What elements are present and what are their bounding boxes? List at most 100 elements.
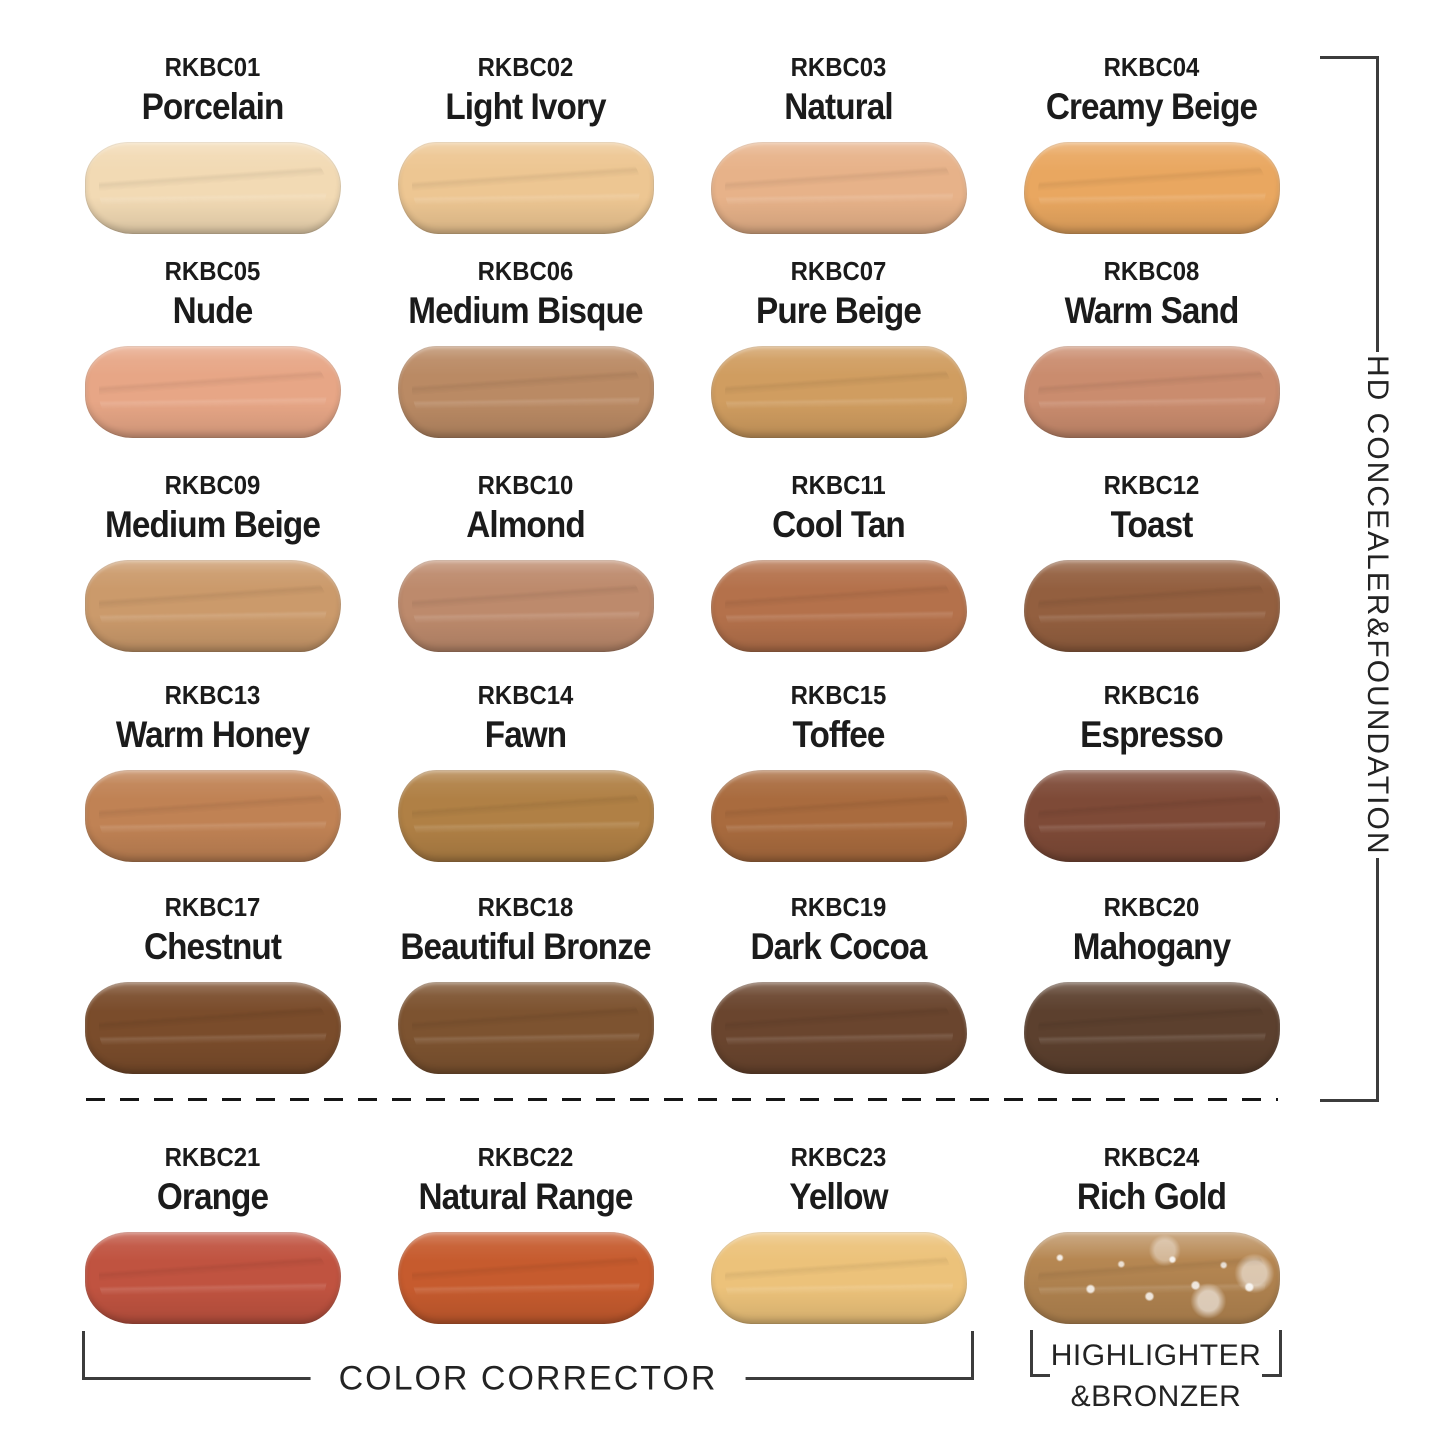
shade-code: RKBC08 <box>1103 256 1200 286</box>
shade-name: Fawn <box>484 714 567 755</box>
shade-cell: RKBC16 Espresso <box>995 680 1308 862</box>
color-corrector-bracket: COLOR CORRECTOR <box>82 1331 974 1399</box>
shade-code: RKBC06 <box>477 256 574 286</box>
shade-cell: RKBC23 Yellow <box>682 1142 995 1324</box>
shade-cell: RKBC17 Chestnut <box>56 892 369 1074</box>
shade-swatch <box>710 346 967 438</box>
shade-cell: RKBC11 Cool Tan <box>682 470 995 652</box>
shade-cell: RKBC18 Beautiful Bronze <box>369 892 682 1074</box>
shade-swatch <box>710 142 967 234</box>
shade-swatch <box>397 346 654 438</box>
shade-swatch <box>1023 1232 1280 1324</box>
shade-name: Nude <box>172 290 254 331</box>
shade-cell: RKBC05 Nude <box>56 256 369 438</box>
shade-name: Medium Bisque <box>408 290 643 331</box>
shade-name: Warm Honey <box>115 714 310 755</box>
shade-cell: RKBC21 Orange <box>56 1142 369 1324</box>
shade-cell: RKBC08 Warm Sand <box>995 256 1308 438</box>
shade-code: RKBC24 <box>1103 1142 1200 1172</box>
shade-row: RKBC09 Medium Beige RKBC10 Almond RKBC11… <box>56 470 1308 652</box>
shade-row: RKBC13 Warm Honey RKBC14 Fawn RKBC15 Tof… <box>56 680 1308 862</box>
shade-code: RKBC11 <box>791 470 886 500</box>
shade-code: RKBC22 <box>477 1142 574 1172</box>
shade-code: RKBC05 <box>164 256 261 286</box>
shade-name: Beautiful Bronze <box>400 926 651 967</box>
shade-code: RKBC02 <box>477 52 574 82</box>
shade-cell: RKBC20 Mahogany <box>995 892 1308 1074</box>
shade-name: Toast <box>1110 504 1194 545</box>
shade-swatch <box>84 982 341 1074</box>
shade-row: RKBC05 Nude RKBC06 Medium Bisque RKBC07 … <box>56 256 1308 438</box>
shade-cell: RKBC12 Toast <box>995 470 1308 652</box>
shade-name: Light Ivory <box>445 86 606 127</box>
shade-name: Pure Beige <box>756 290 922 331</box>
shade-code: RKBC07 <box>790 256 887 286</box>
shade-swatch <box>397 560 654 652</box>
shade-name: Orange <box>156 1176 269 1217</box>
side-bracket-label: HD CONCEALER&FOUNDATION <box>1348 352 1406 858</box>
shade-code: RKBC17 <box>164 892 261 922</box>
shade-name: Yellow <box>789 1176 888 1217</box>
shade-swatch <box>84 770 341 862</box>
side-bracket-bottom-tick <box>1320 1099 1378 1102</box>
shade-code: RKBC04 <box>1103 52 1200 82</box>
shade-name: Espresso <box>1080 714 1224 755</box>
shade-code: RKBC19 <box>790 892 887 922</box>
highlighter-bronzer-line1: HIGHLIGHTER <box>1050 1339 1262 1372</box>
shade-code: RKBC01 <box>164 52 261 82</box>
shade-swatch <box>1023 770 1280 862</box>
shade-name: Almond <box>466 504 585 545</box>
shade-swatch <box>1023 142 1280 234</box>
shade-swatch <box>1023 982 1280 1074</box>
shade-swatch <box>710 982 967 1074</box>
shade-swatch <box>84 142 341 234</box>
shade-code: RKBC23 <box>790 1142 887 1172</box>
shade-name: Creamy Beige <box>1045 86 1258 127</box>
shade-swatch <box>710 1232 967 1324</box>
shade-code: RKBC09 <box>164 470 261 500</box>
shade-swatch <box>397 1232 654 1324</box>
shade-row: RKBC21 Orange RKBC22 Natural Range RKBC2… <box>56 1142 1308 1324</box>
shade-swatch <box>84 346 341 438</box>
shade-code: RKBC21 <box>164 1142 261 1172</box>
shade-cell: RKBC10 Almond <box>369 470 682 652</box>
shade-cell: RKBC13 Warm Honey <box>56 680 369 862</box>
color-corrector-label: COLOR CORRECTOR <box>310 1359 746 1399</box>
shade-cell: RKBC09 Medium Beige <box>56 470 369 652</box>
shade-swatch <box>397 142 654 234</box>
shade-cell: RKBC07 Pure Beige <box>682 256 995 438</box>
shade-code: RKBC18 <box>477 892 574 922</box>
shade-code: RKBC12 <box>1103 470 1200 500</box>
shade-cell: RKBC15 Toffee <box>682 680 995 862</box>
side-bracket-top-tick <box>1320 56 1378 59</box>
shade-row: RKBC17 Chestnut RKBC18 Beautiful Bronze … <box>56 892 1308 1074</box>
shade-name: Mahogany <box>1072 926 1231 967</box>
shade-name: Toffee <box>792 714 885 755</box>
shade-swatch <box>84 1232 341 1324</box>
shade-code: RKBC15 <box>790 680 887 710</box>
highlighter-bronzer-line2: &BRONZER <box>1070 1380 1242 1413</box>
shade-cell: RKBC02 Light Ivory <box>369 52 682 234</box>
shade-cell: RKBC24 Rich Gold <box>995 1142 1308 1324</box>
shade-name: Warm Sand <box>1064 290 1240 331</box>
shade-swatch <box>84 560 341 652</box>
shade-name: Chestnut <box>143 926 282 967</box>
shade-name: Medium Beige <box>105 504 321 545</box>
group-divider-dashed-line <box>86 1098 1278 1101</box>
shade-code: RKBC16 <box>1103 680 1200 710</box>
shade-cell: RKBC04 Creamy Beige <box>995 52 1308 234</box>
shade-code: RKBC14 <box>477 680 574 710</box>
shade-name: Cool Tan <box>772 504 906 545</box>
shade-cell: RKBC22 Natural Range <box>369 1142 682 1324</box>
shade-name: Natural <box>784 86 893 127</box>
shade-name: Natural Range <box>418 1176 633 1217</box>
shade-swatch <box>710 770 967 862</box>
highlighter-bronzer-bracket <box>1030 1330 1282 1377</box>
shade-cell: RKBC14 Fawn <box>369 680 682 862</box>
shade-name: Rich Gold <box>1076 1176 1227 1217</box>
shade-swatch <box>1023 346 1280 438</box>
shade-code: RKBC03 <box>790 52 887 82</box>
shade-row: RKBC01 Porcelain RKBC02 Light Ivory RKBC… <box>56 52 1308 234</box>
shade-code: RKBC13 <box>164 680 261 710</box>
